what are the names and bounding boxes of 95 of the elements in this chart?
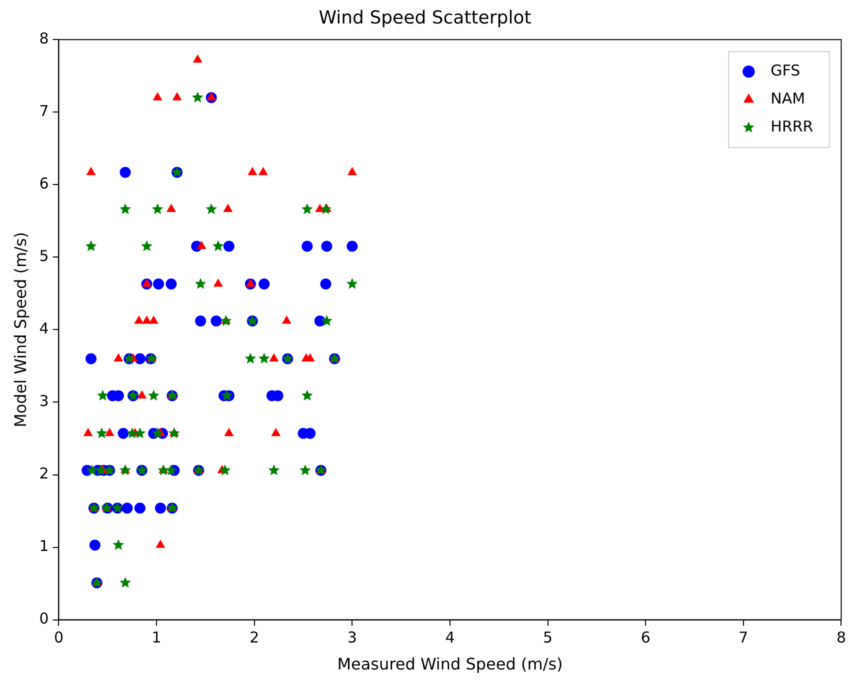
point — [244, 352, 256, 364]
y-tick-label: 2 — [39, 464, 49, 483]
point — [210, 315, 222, 326]
chart-title: Wind Speed Scatterplot — [318, 7, 532, 28]
point — [206, 92, 216, 100]
point — [224, 428, 234, 436]
y-tick-label: 4 — [39, 320, 49, 338]
point — [153, 278, 164, 290]
point — [166, 278, 177, 290]
y-tick-label: 8 — [39, 29, 49, 48]
point — [152, 92, 162, 100]
point — [95, 464, 107, 476]
legend-label: GFS — [770, 61, 800, 80]
point — [192, 54, 202, 63]
y-tick-label: 6 — [39, 174, 49, 193]
point — [142, 278, 152, 287]
point — [258, 278, 270, 290]
point — [258, 166, 268, 176]
point — [346, 278, 358, 289]
point — [118, 428, 129, 439]
point — [122, 502, 133, 514]
point — [134, 353, 146, 364]
point — [86, 353, 97, 364]
y-tick-label: 3 — [39, 392, 49, 410]
point — [206, 203, 218, 214]
y-tick-label: 7 — [39, 102, 49, 120]
y-tick-label: 5 — [39, 247, 49, 266]
point — [120, 576, 131, 588]
point — [85, 240, 97, 252]
point — [120, 203, 131, 214]
x-tick-label: 0 — [54, 628, 64, 647]
point — [213, 278, 223, 287]
point — [134, 315, 144, 324]
point — [96, 427, 108, 438]
point — [134, 427, 146, 438]
point — [321, 314, 332, 326]
x-tick-label: 6 — [640, 628, 650, 647]
point — [134, 502, 146, 514]
point — [126, 427, 138, 438]
point — [86, 464, 98, 476]
point — [246, 278, 256, 287]
point — [321, 240, 332, 252]
point — [300, 464, 311, 476]
point — [148, 390, 160, 401]
point — [269, 353, 279, 362]
point — [301, 390, 313, 401]
point — [320, 278, 332, 290]
point — [172, 92, 182, 100]
point — [114, 353, 124, 362]
legend-label: NAM — [770, 89, 806, 108]
y-tick-label: 1 — [39, 537, 49, 556]
point — [89, 540, 100, 551]
point — [219, 464, 231, 476]
point — [258, 352, 270, 364]
point — [194, 278, 206, 289]
x-tick-label: 3 — [347, 628, 357, 647]
point — [148, 315, 158, 324]
point — [271, 428, 281, 436]
point — [282, 315, 292, 324]
point — [141, 240, 152, 252]
point — [112, 539, 124, 550]
point — [301, 203, 313, 214]
point — [120, 166, 131, 178]
point — [248, 166, 258, 176]
point — [156, 540, 166, 548]
point — [268, 464, 280, 476]
point — [192, 92, 204, 102]
legend-label: HRRR — [770, 117, 814, 136]
y-tick-label: 0 — [39, 610, 49, 628]
y-axis-title: Model Wind Speed (m/s) — [10, 232, 30, 428]
point — [302, 240, 313, 252]
point — [223, 240, 234, 252]
x-tick-label: 8 — [836, 628, 846, 647]
x-tick-label: 5 — [543, 628, 553, 647]
point — [152, 203, 164, 214]
point — [346, 240, 358, 252]
point — [97, 390, 108, 401]
point — [347, 166, 357, 176]
point — [86, 166, 96, 176]
point — [196, 240, 206, 250]
x-tick-label: 1 — [152, 628, 162, 647]
point — [83, 428, 93, 436]
point — [104, 428, 114, 436]
point — [212, 240, 224, 252]
x-axis-title: Measured Wind Speed (m/s) — [337, 654, 563, 674]
point — [152, 427, 164, 438]
x-tick-label: 2 — [250, 628, 260, 647]
point — [166, 464, 177, 476]
point — [166, 204, 176, 212]
x-tick-label: 7 — [738, 628, 748, 647]
point — [223, 204, 233, 212]
point — [137, 390, 147, 398]
x-tick-label: 4 — [445, 628, 455, 647]
point — [195, 315, 206, 326]
point — [154, 502, 166, 514]
